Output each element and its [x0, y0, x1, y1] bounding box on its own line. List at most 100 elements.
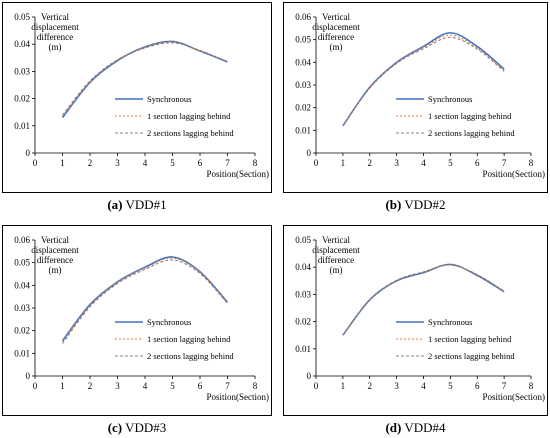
y-tick-label: 0.03: [295, 289, 311, 299]
y-tick-label: 0: [307, 148, 312, 158]
y-axis-label-line: Vertical: [322, 12, 350, 22]
caption-name: VDD#2: [404, 197, 446, 212]
x-axis-label: Position(Section): [483, 392, 546, 402]
series-line: [62, 41, 228, 117]
y-tick-label: 0: [26, 148, 31, 158]
y-axis-label-line: Vertical: [322, 235, 350, 245]
x-tick-label: 8: [253, 381, 258, 391]
series-line: [342, 263, 505, 336]
x-tick-label: 6: [198, 158, 203, 168]
x-tick-label: 6: [475, 158, 480, 168]
x-tick-label: 3: [115, 158, 120, 168]
series-line: [342, 264, 505, 336]
chart-panel-vdd3: 0 0.01 0.02 0.03 0.04 0.05 0.06 0 1 2 3 4 5 6 7 8 Positi…: [2, 225, 272, 416]
legend-label: 2 sections lagging behind: [147, 128, 234, 138]
legend-label: 1 section lagging behind: [428, 334, 512, 344]
y-tick-label: 0.01: [295, 125, 311, 135]
x-tick-label: 1: [60, 158, 65, 168]
y-tick-label: 0: [307, 371, 312, 381]
x-tick-label: 7: [225, 381, 230, 391]
caption-vdd1: (a) VDD#1: [2, 197, 272, 213]
y-axis-label-line: displacement: [31, 22, 79, 32]
legend-label: Synchronous: [428, 317, 472, 327]
x-axis-label: Position(Section): [207, 169, 270, 179]
legend-label: 1 section lagging behind: [147, 111, 231, 121]
y-tick-label: 0: [26, 371, 31, 381]
x-tick-label: 8: [253, 158, 258, 168]
y-axis-label-line: Vertical: [41, 12, 69, 22]
caption-letter: (a): [107, 197, 123, 212]
series-line: [342, 32, 505, 127]
x-tick-label: 6: [475, 381, 480, 391]
caption-letter: (b): [385, 197, 402, 212]
legend-label: 1 section lagging behind: [147, 334, 231, 344]
y-tick-label: 0.02: [295, 317, 311, 327]
x-tick-label: 2: [88, 158, 93, 168]
legend-label: 2 sections lagging behind: [147, 351, 234, 361]
y-tick-label: 0.03: [14, 66, 30, 76]
x-axis-label: Position(Section): [207, 392, 270, 402]
caption-vdd3: (c) VDD#3: [2, 420, 272, 436]
y-axis-label-line: (m): [49, 42, 62, 52]
series-line: [342, 264, 505, 336]
y-tick-label: 0.02: [295, 103, 311, 113]
caption-letter: (c): [107, 420, 123, 435]
chart-svg: 0 0.01 0.02 0.03 0.04 0.05 0 1 2 3 4 5 6 7 8Position(S…: [14, 12, 270, 179]
x-tick-label: 3: [394, 158, 399, 168]
caption-name: VDD#3: [125, 420, 167, 435]
x-tick-label: 1: [341, 381, 346, 391]
y-axis-label-line: displacement: [312, 245, 360, 255]
caption-name: VDD#4: [404, 420, 446, 435]
x-tick-label: 5: [448, 381, 453, 391]
y-axis-label-line: (m): [330, 42, 343, 52]
x-tick-label: 7: [225, 158, 230, 168]
x-tick-label: 7: [502, 381, 507, 391]
y-axis-label-line: displacement: [312, 22, 360, 32]
y-axis-label-line: (m): [330, 265, 343, 275]
y-axis-label-line: difference: [318, 32, 354, 42]
y-tick-label: 0.03: [295, 80, 311, 90]
x-tick-label: 0: [33, 158, 38, 168]
y-tick-label: 0.03: [14, 303, 30, 313]
y-axis-label-line: difference: [37, 255, 73, 265]
legend-label: Synchronous: [147, 94, 191, 104]
y-tick-label: 0.04: [295, 57, 311, 67]
y-tick-label: 0.02: [14, 326, 30, 336]
x-tick-label: 4: [143, 158, 148, 168]
x-tick-label: 5: [170, 381, 175, 391]
y-tick-label: 0.06: [295, 12, 311, 22]
y-axis-label-line: Vertical: [41, 235, 69, 245]
y-axis-label-line: difference: [37, 32, 73, 42]
caption-letter: (d): [385, 420, 402, 435]
y-tick-label: 0.02: [14, 94, 30, 104]
y-tick-label: 0.04: [295, 262, 311, 272]
chart-panel-vdd4: 0 0.01 0.02 0.03 0.04 0.05 0 1 2 3 4 5 6 7 8 Position(S…: [283, 225, 548, 416]
x-tick-label: 4: [421, 381, 426, 391]
y-axis-label-line: difference: [318, 255, 354, 265]
y-axis-label-line: displacement: [31, 245, 79, 255]
x-tick-label: 4: [143, 381, 148, 391]
legend-label: Synchronous: [147, 317, 191, 327]
caption-vdd4: (d) VDD#4: [283, 420, 548, 436]
x-tick-label: 3: [115, 381, 120, 391]
chart-panel-vdd1: 0 0.01 0.02 0.03 0.04 0.05 0 1 2 3 4 5 6 7 8 Position(S…: [2, 2, 272, 193]
x-tick-label: 0: [33, 381, 38, 391]
y-tick-label: 0.01: [295, 344, 311, 354]
x-tick-label: 2: [368, 381, 373, 391]
chart-svg: 0 0.01 0.02 0.03 0.04 0.05 0 1 2 3 4 5 6 7 8Position(S…: [295, 235, 546, 402]
x-tick-label: 3: [394, 381, 399, 391]
x-tick-label: 5: [448, 158, 453, 168]
x-tick-label: 2: [368, 158, 373, 168]
chart-svg: 0 0.01 0.02 0.03 0.04 0.05 0.06 0 1 2 3 4 5 6 7 8Positi…: [14, 235, 270, 402]
series-line: [61, 256, 229, 342]
caption-vdd2: (b) VDD#2: [283, 197, 548, 213]
series-line: [62, 257, 228, 343]
x-tick-label: 0: [314, 158, 319, 168]
x-tick-label: 4: [421, 158, 426, 168]
x-tick-label: 2: [88, 381, 93, 391]
series-line: [62, 42, 228, 116]
legend-label: Synchronous: [428, 94, 472, 104]
y-tick-label: 0.04: [14, 280, 30, 290]
x-tick-label: 1: [60, 381, 65, 391]
x-tick-label: 0: [314, 381, 319, 391]
